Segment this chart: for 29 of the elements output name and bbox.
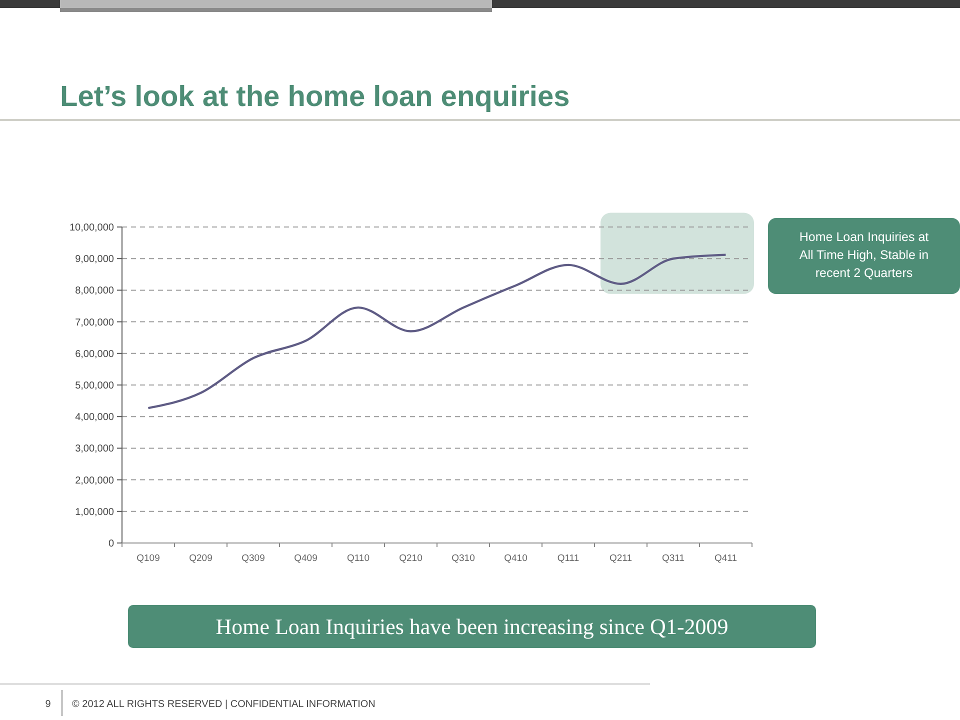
x-tick-label: Q409 [294, 553, 318, 564]
x-tick-label: Q209 [189, 553, 212, 564]
x-tick-label: Q211 [609, 553, 632, 564]
x-tick-label: Q310 [452, 553, 475, 564]
y-tick-label: 5,00,000 [75, 380, 114, 392]
y-tick-label: 1,00,000 [75, 506, 114, 518]
y-tick-label: 10,00,000 [70, 222, 114, 234]
y-tick-label: 7,00,000 [75, 317, 114, 328]
x-tick-label: Q411 [714, 553, 738, 564]
y-tick-label: 0 [108, 538, 114, 550]
line-series [147, 254, 727, 410]
y-tick-label: 8,00,000 [75, 286, 114, 297]
x-tick-label: Q210 [399, 553, 422, 564]
x-tick-label: Q110 [346, 553, 370, 564]
text: © 2012 ALL RIGHTS RESERVED | CONFIDENTIAL INFORMATION [72, 699, 376, 710]
y-tick-label: 9,00,000 [75, 254, 114, 266]
x-tick-label: Q309 [242, 553, 265, 564]
y-tick-label: 4,00,000 [75, 412, 114, 424]
text: Home Loan Inquiries have been increasing since Q1-2009 [216, 614, 728, 639]
y-tick-label: 3,00,000 [75, 444, 114, 455]
text: Home Loan Inquiries at All Time High, Stable in recent 2 Quarters [799, 230, 930, 280]
chart-title: Let’s look at the home loan enquiries [60, 81, 570, 113]
y-tick-label: 6,00,000 [75, 348, 114, 360]
text: 9 [45, 699, 52, 710]
y-tick-label: 2,00,000 [75, 475, 114, 486]
x-tick-label: Q311 [662, 553, 685, 564]
x-tick-label: Q410 [504, 553, 528, 564]
x-tick-label: Q109 [136, 553, 160, 564]
x-tick-label: Q111 [557, 553, 580, 564]
